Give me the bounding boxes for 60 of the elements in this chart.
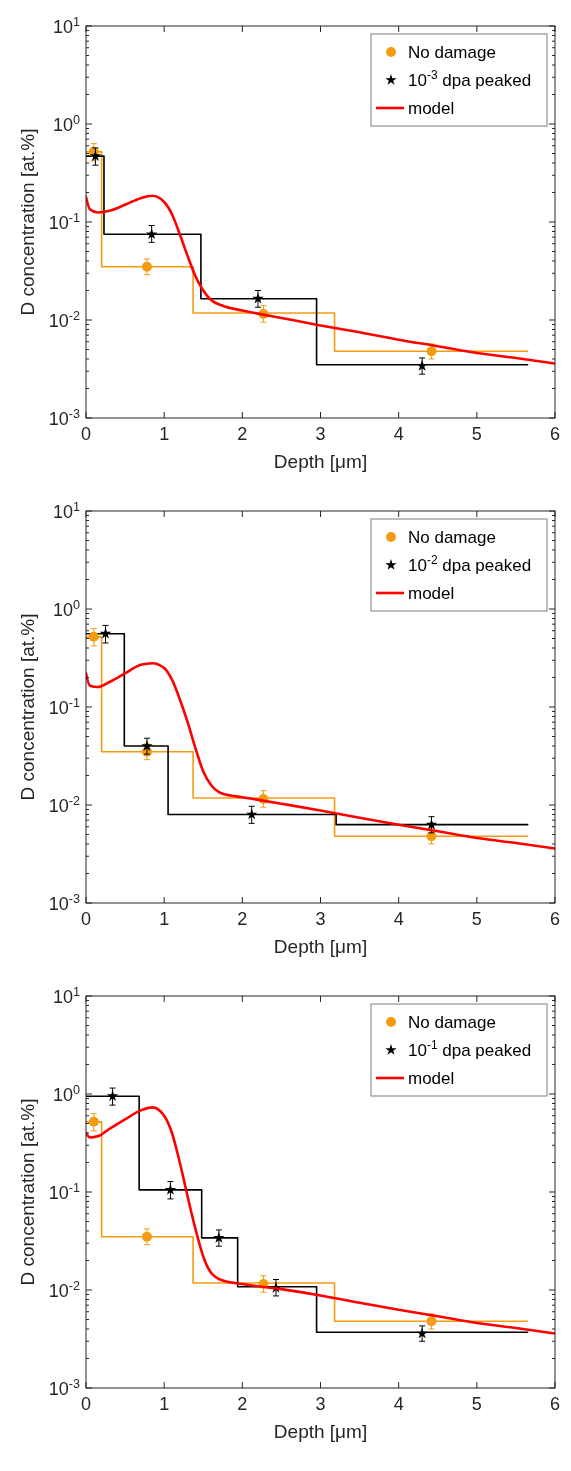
y-tick-label: 10$^{1}$ [52,500,80,522]
x-tick-label: 3 [315,909,326,929]
legend-label: model [408,1069,455,1088]
legend-label: No damage [408,43,496,62]
x-tick-label: 3 [315,1394,326,1414]
y-tick-label: 10$^{0}$ [52,598,80,620]
y-tick-label: 10$^{-3}$ [48,892,80,914]
x-tick-label: 3 [315,424,326,444]
x-tick-label: 5 [471,424,482,444]
y-tick-label: 10$^{-3}$ [48,407,80,429]
point [246,808,258,820]
y-tick-label: 10$^{-3}$ [48,1377,80,1399]
y-axis-title: D concentration [at.%] [17,613,38,801]
legend-label: 10$^{-1}$ dpa peaked [408,1038,532,1060]
x-tick-label: 1 [159,1394,170,1414]
y-tick-label: 10$^{0}$ [52,113,80,135]
x-tick-label: 2 [237,909,248,929]
x-tick-label: 5 [471,1394,482,1414]
point [141,261,152,272]
y-tick-label: 10$^{1}$ [52,15,80,37]
y-tick-label: 10$^{-1}$ [48,211,80,233]
y-tick-label: 10$^{-1}$ [48,1181,80,1203]
legend-label: model [408,99,455,118]
x-tick-label: 6 [549,1394,561,1414]
legend-label: model [408,584,455,603]
x-axis-title: Depth [μm] [273,936,368,957]
x-tick-label: 2 [237,424,248,444]
x-tick-label: 2 [237,1394,248,1414]
point [213,1231,225,1243]
y-tick-label: 10$^{-2}$ [48,1279,80,1301]
x-tick-label: 0 [80,424,92,444]
y-tick-label: 10$^{0}$ [52,1083,80,1105]
y-tick-label: 10$^{1}$ [52,985,80,1007]
x-tick-label: 1 [159,909,170,929]
x-tick-label: 5 [471,909,482,929]
point [106,1090,119,1102]
x-axis-title: Depth [μm] [273,1421,368,1442]
line-series [86,194,555,365]
point [164,1183,177,1195]
line-series [86,661,555,850]
x-tick-label: 4 [393,909,404,929]
y-tick-label: 10$^{-1}$ [48,696,80,718]
legend-label: 10$^{-2}$ dpa peaked [408,553,532,575]
legend-label: 10$^{-3}$ dpa peaked [408,68,532,90]
x-tick-label: 4 [393,424,404,444]
y-tick-label: 10$^{-2}$ [48,794,80,816]
y-tick-label: 10$^{-2}$ [48,309,80,331]
legend-label: No damage [408,528,496,547]
point [89,150,102,161]
x-tick-label: 1 [159,424,170,444]
x-tick-label: 4 [393,1394,404,1414]
legend-label: No damage [408,1013,496,1032]
x-tick-label: 0 [80,909,92,929]
x-tick-label: 6 [549,909,561,929]
y-axis-title: D concentration [at.%] [17,128,38,316]
x-tick-label: 6 [549,424,561,444]
x-tick-label: 0 [80,1394,92,1414]
point [141,1231,152,1242]
x-axis-title: Depth [μm] [273,451,368,472]
y-axis-title: D concentration [at.%] [17,1098,38,1286]
